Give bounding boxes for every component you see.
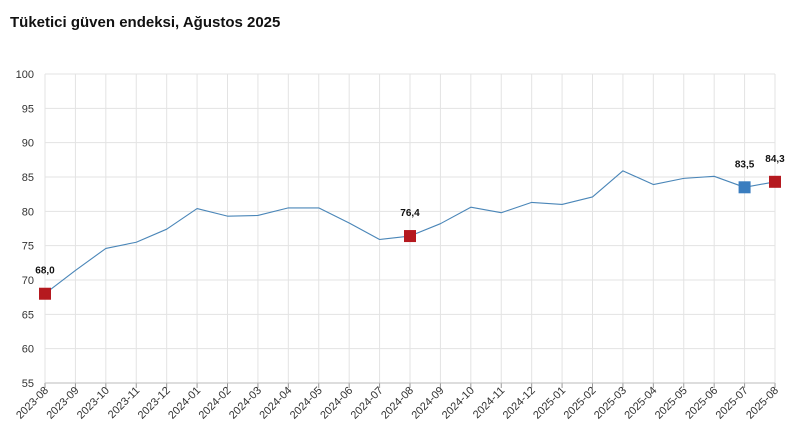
data-label: 83,5 <box>735 159 755 170</box>
y-tick-label: 80 <box>22 206 34 218</box>
data-label: 84,3 <box>765 154 785 165</box>
data-label: 76,4 <box>400 208 420 219</box>
marker-layer: 68,0 76,4 83,5 84,3 <box>35 154 785 300</box>
y-tick-label: 55 <box>22 378 34 390</box>
y-tick-label: 100 <box>16 69 34 81</box>
x-tick-label: 2025-01 <box>531 385 568 422</box>
highlight-marker <box>769 175 781 188</box>
x-tick-label: 2023-10 <box>75 385 112 422</box>
grid-layer <box>44 73 776 384</box>
y-tick-label: 75 <box>22 241 34 253</box>
x-tick-label: 2023-09 <box>45 385 82 422</box>
x-tick-label: 2023-08 <box>14 385 51 422</box>
x-tick-label: 2024-12 <box>501 385 538 422</box>
x-tick-label: 2024-06 <box>318 385 355 422</box>
x-tick-label: 2025-02 <box>562 385 599 422</box>
x-tick-label: 2025-03 <box>592 385 629 422</box>
highlight-marker <box>404 230 416 243</box>
data-label: 68,0 <box>35 266 55 277</box>
highlight-marker <box>39 287 51 300</box>
x-tick-label: 2024-10 <box>440 385 477 422</box>
x-tick-label: 2024-01 <box>166 385 203 422</box>
x-tick-label: 2025-04 <box>622 385 659 422</box>
x-tick-label: 2024-04 <box>257 385 294 422</box>
y-tick-label: 95 <box>22 103 34 115</box>
y-tick-label: 90 <box>22 138 34 150</box>
y-tick-label: 85 <box>22 172 34 184</box>
x-tick-label: 2024-05 <box>288 385 325 422</box>
x-tick-label: 2024-03 <box>227 385 264 422</box>
x-tick-label: 2024-07 <box>349 385 386 422</box>
highlight-marker <box>738 181 751 194</box>
x-tick-label: 2023-12 <box>136 385 173 422</box>
x-tick-label: 2025-05 <box>653 385 690 422</box>
x-tick-label: 2025-07 <box>714 385 751 422</box>
y-tick-label: 70 <box>22 275 34 287</box>
x-tick-label: 2025-08 <box>744 385 781 422</box>
y-tick-label: 65 <box>22 309 34 321</box>
x-tick-label: 2025-06 <box>683 385 720 422</box>
x-tick-label: 2024-02 <box>197 385 234 422</box>
y-tick-label: 60 <box>22 344 34 356</box>
x-tick-label: 2024-09 <box>410 385 447 422</box>
x-tick-label: 2024-08 <box>379 385 416 422</box>
chart-title: Tüketici güven endeksi, Ağustos 2025 <box>10 14 281 31</box>
